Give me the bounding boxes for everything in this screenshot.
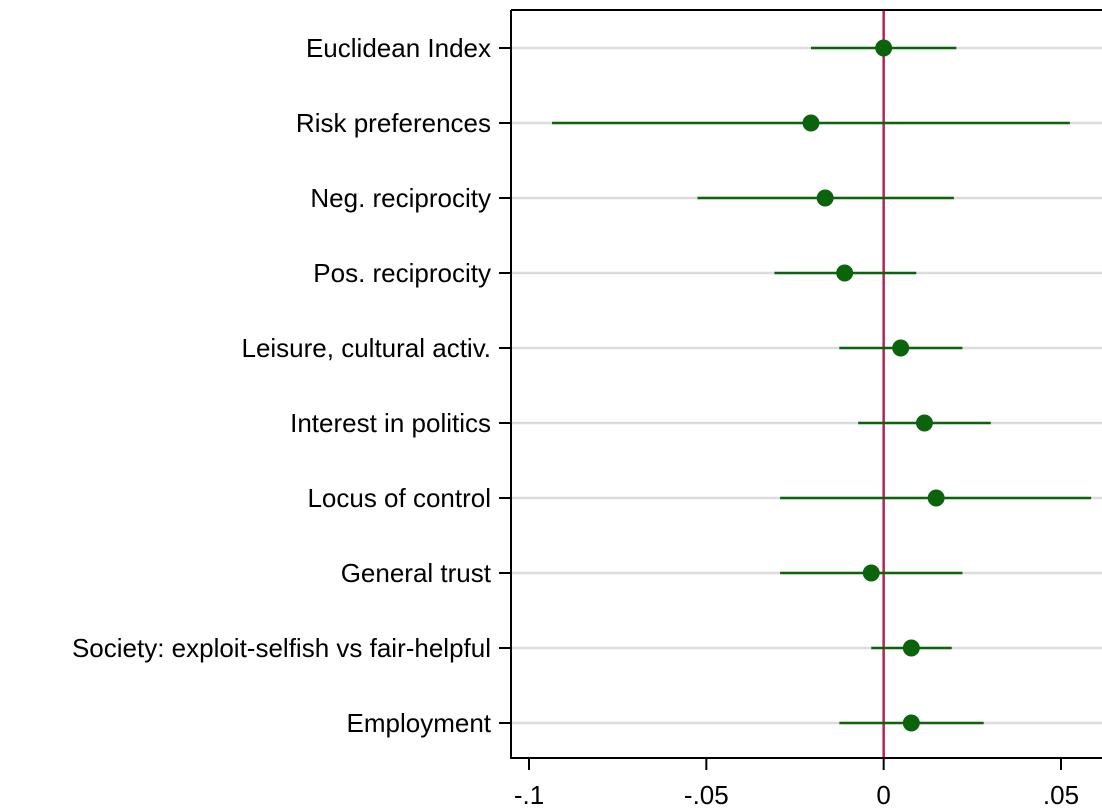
category-label-euclidean-index: Euclidean Index	[306, 33, 491, 63]
gridlines	[511, 46, 1102, 725]
point-pos-reciprocity	[836, 264, 854, 282]
x-tick-label-0: -.1	[514, 780, 544, 810]
category-label-pos-reciprocity: Pos. reciprocity	[313, 258, 491, 288]
category-label-general-trust: General trust	[341, 558, 492, 588]
point-euclidean-index	[875, 39, 893, 57]
category-label-society-exploit-selfish-vs-fair-helpful: Society: exploit-selfish vs fair-helpful	[72, 633, 491, 663]
category-label-risk-preferences: Risk preferences	[296, 108, 491, 138]
x-tick-label-2: 0	[876, 780, 890, 810]
point-neg-reciprocity	[816, 189, 834, 207]
point-locus-of-control	[927, 489, 945, 507]
category-label-interest-in-politics: Interest in politics	[290, 408, 491, 438]
axes	[499, 9, 1102, 770]
x-tick-label-3: .05	[1043, 780, 1079, 810]
point-risk-preferences	[802, 114, 820, 132]
point-general-trust	[862, 564, 880, 582]
point-employment	[902, 714, 920, 732]
category-label-employment: Employment	[347, 708, 492, 738]
point-leisure-cultural-activ	[892, 339, 910, 357]
point-estimates	[802, 39, 945, 732]
x-tick-label-1: -.05	[684, 780, 729, 810]
confidence-intervals	[552, 46, 1092, 725]
category-label-leisure-cultural-activ: Leisure, cultural activ.	[241, 333, 491, 363]
category-label-neg-reciprocity: Neg. reciprocity	[310, 183, 491, 213]
category-label-locus-of-control: Locus of control	[307, 483, 491, 513]
category-labels: Euclidean Index Risk preferences Neg. reci…	[72, 33, 492, 738]
point-interest-in-politics	[915, 414, 933, 432]
x-tick-labels: -.1 -.05 0 .05	[514, 780, 1079, 810]
point-society-exploit-selfish-vs-fair-helpful	[902, 639, 920, 657]
